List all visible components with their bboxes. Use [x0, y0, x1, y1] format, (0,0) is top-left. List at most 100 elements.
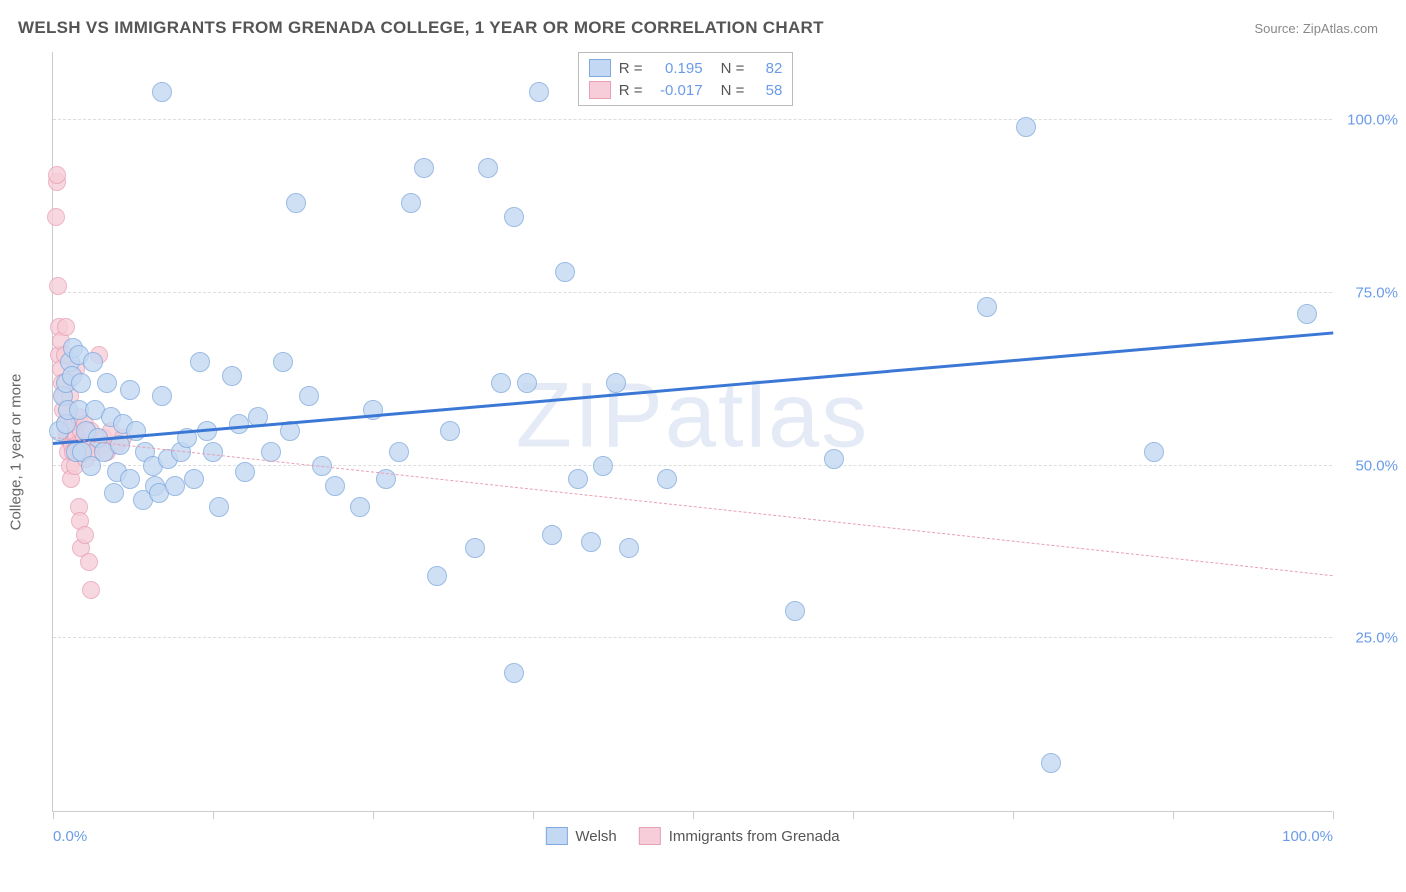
scatter-point — [209, 497, 229, 517]
scatter-point — [1016, 117, 1036, 137]
scatter-point — [785, 601, 805, 621]
y-tick-label: 50.0% — [1355, 457, 1398, 474]
scatter-point — [350, 497, 370, 517]
scatter-point — [1144, 442, 1164, 462]
scatter-point — [1297, 304, 1317, 324]
y-axis-label: College, 1 year or more — [8, 374, 25, 531]
scatter-point — [1041, 753, 1061, 773]
y-tick-label: 100.0% — [1347, 112, 1398, 129]
scatter-point — [120, 380, 140, 400]
scatter-point — [593, 456, 613, 476]
grid-line — [53, 119, 1332, 120]
scatter-point — [76, 526, 94, 544]
scatter-point — [568, 469, 588, 489]
legend-swatch — [545, 827, 567, 845]
chart-container: College, 1 year or more ZIPatlas 25.0%50… — [52, 52, 1382, 852]
watermark: ZIPatlas — [516, 364, 869, 469]
scatter-point — [465, 538, 485, 558]
chart-title: WELSH VS IMMIGRANTS FROM GRENADA COLLEGE… — [18, 18, 824, 38]
legend-item: Welsh — [545, 827, 616, 845]
scatter-point — [152, 386, 172, 406]
scatter-point — [619, 538, 639, 558]
scatter-point — [299, 386, 319, 406]
scatter-point — [529, 82, 549, 102]
legend-n-label: N = — [721, 60, 745, 77]
scatter-point — [190, 352, 210, 372]
scatter-point — [389, 442, 409, 462]
scatter-point — [581, 532, 601, 552]
x-tick — [1013, 811, 1014, 819]
scatter-point — [83, 352, 103, 372]
grid-line — [53, 637, 1332, 638]
scatter-point — [152, 82, 172, 102]
legend-r-value: -0.017 — [651, 82, 703, 99]
legend-row: R = -0.017 N = 58 — [589, 79, 783, 101]
legend-swatch — [639, 827, 661, 845]
scatter-point — [606, 373, 626, 393]
scatter-point — [49, 277, 67, 295]
scatter-point — [273, 352, 293, 372]
scatter-point — [165, 476, 185, 496]
source-label: Source: ZipAtlas.com — [1254, 21, 1378, 36]
scatter-point — [48, 166, 66, 184]
x-tick-label: 0.0% — [53, 828, 87, 845]
scatter-point — [286, 193, 306, 213]
scatter-point — [71, 373, 91, 393]
scatter-point — [235, 462, 255, 482]
trend-line — [53, 437, 1333, 576]
x-tick — [1173, 811, 1174, 819]
x-tick — [533, 811, 534, 819]
legend-swatch — [589, 81, 611, 99]
x-tick-label: 100.0% — [1282, 828, 1333, 845]
legend-n-label: N = — [721, 82, 745, 99]
scatter-point — [97, 373, 117, 393]
scatter-point — [657, 469, 677, 489]
x-tick — [1333, 811, 1334, 819]
scatter-point — [47, 208, 65, 226]
scatter-point — [542, 525, 562, 545]
x-tick — [693, 811, 694, 819]
scatter-point — [504, 207, 524, 227]
scatter-point — [222, 366, 242, 386]
legend-row: R = 0.195 N = 82 — [589, 57, 783, 79]
correlation-legend: R = 0.195 N = 82 R = -0.017 N = 58 — [578, 52, 794, 106]
scatter-point — [414, 158, 434, 178]
scatter-point — [824, 449, 844, 469]
scatter-point — [80, 553, 98, 571]
x-tick — [853, 811, 854, 819]
scatter-point — [478, 158, 498, 178]
scatter-point — [517, 373, 537, 393]
series-legend: Welsh Immigrants from Grenada — [545, 827, 839, 845]
legend-r-label: R = — [619, 82, 643, 99]
scatter-point — [491, 373, 511, 393]
y-tick-label: 25.0% — [1355, 630, 1398, 647]
scatter-point — [325, 476, 345, 496]
scatter-point — [440, 421, 460, 441]
x-tick — [213, 811, 214, 819]
scatter-point — [57, 318, 75, 336]
legend-r-label: R = — [619, 60, 643, 77]
scatter-point — [401, 193, 421, 213]
grid-line — [53, 292, 1332, 293]
x-tick — [373, 811, 374, 819]
scatter-point — [120, 469, 140, 489]
scatter-point — [555, 262, 575, 282]
legend-n-value: 58 — [752, 82, 782, 99]
legend-label: Welsh — [575, 828, 616, 845]
y-tick-label: 75.0% — [1355, 284, 1398, 301]
scatter-point — [427, 566, 447, 586]
trend-line — [53, 331, 1333, 445]
legend-swatch — [589, 59, 611, 77]
legend-n-value: 82 — [752, 60, 782, 77]
scatter-point — [203, 442, 223, 462]
legend-label: Immigrants from Grenada — [669, 828, 840, 845]
scatter-point — [229, 414, 249, 434]
scatter-point — [104, 483, 124, 503]
scatter-point — [82, 581, 100, 599]
scatter-point — [184, 469, 204, 489]
scatter-point — [504, 663, 524, 683]
scatter-point — [977, 297, 997, 317]
x-tick — [53, 811, 54, 819]
plot-area: ZIPatlas 25.0%50.0%75.0%100.0%0.0%100.0%… — [52, 52, 1332, 812]
legend-r-value: 0.195 — [651, 60, 703, 77]
